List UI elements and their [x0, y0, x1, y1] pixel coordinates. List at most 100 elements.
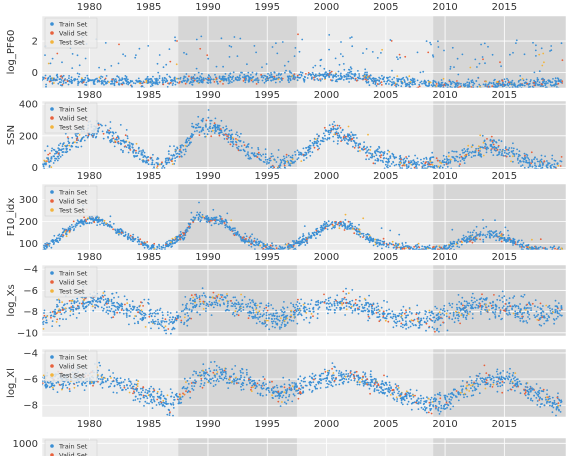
data-point	[62, 234, 64, 237]
data-point	[449, 312, 452, 315]
data-point	[250, 239, 253, 242]
data-point	[216, 124, 219, 127]
data-point	[531, 246, 534, 249]
data-point	[417, 248, 420, 250]
data-point	[117, 137, 120, 140]
data-point	[129, 311, 132, 313]
data-point	[303, 155, 305, 157]
data-point	[59, 155, 62, 158]
data-point	[500, 235, 503, 238]
data-point	[519, 154, 521, 157]
data-point	[245, 238, 247, 240]
data-point	[416, 243, 419, 246]
data-point	[274, 159, 276, 161]
data-point	[350, 140, 353, 143]
data-point	[171, 157, 174, 160]
data-point	[251, 233, 254, 236]
data-point	[57, 234, 60, 237]
data-point	[124, 55, 127, 57]
data-point	[500, 236, 502, 239]
data-point	[519, 79, 522, 81]
data-point	[317, 308, 320, 310]
data-point	[331, 223, 334, 226]
data-point	[531, 238, 533, 241]
data-point	[124, 231, 127, 234]
data-point	[113, 84, 116, 87]
data-point	[378, 76, 380, 79]
data-point	[235, 232, 238, 234]
data-point	[320, 231, 322, 233]
data-point	[532, 41, 534, 44]
data-point	[372, 82, 375, 85]
data-point	[294, 151, 296, 153]
data-point	[158, 54, 161, 56]
data-point	[506, 240, 509, 243]
data-point	[255, 51, 257, 54]
data-point	[117, 141, 119, 144]
data-point	[281, 248, 284, 250]
data-point	[133, 149, 136, 152]
data-point	[134, 155, 137, 157]
data-point	[451, 228, 454, 231]
data-point	[457, 239, 460, 241]
data-point	[296, 149, 299, 152]
data-point	[230, 129, 233, 132]
data-point	[75, 224, 78, 227]
data-point	[357, 143, 360, 146]
data-point	[332, 135, 334, 138]
data-point	[463, 85, 466, 88]
data-point	[409, 82, 412, 85]
data-point	[555, 251, 557, 253]
data-point	[169, 145, 171, 148]
data-point	[397, 78, 400, 81]
data-point	[420, 172, 422, 174]
data-point	[58, 237, 60, 240]
data-point	[499, 234, 502, 237]
data-point	[328, 124, 331, 126]
data-point	[214, 216, 217, 219]
data-point	[455, 85, 457, 88]
data-point	[171, 242, 174, 244]
data-point	[47, 159, 50, 161]
data-point	[554, 247, 556, 250]
data-point	[474, 151, 477, 154]
data-point	[544, 86, 547, 88]
data-point	[378, 83, 380, 85]
data-point	[311, 232, 314, 234]
data-point	[413, 160, 416, 163]
data-point	[354, 225, 356, 228]
data-point	[424, 162, 427, 165]
data-point	[521, 164, 524, 167]
data-point	[216, 296, 219, 299]
data-point	[332, 74, 335, 77]
data-point	[380, 84, 383, 86]
data-point	[117, 233, 120, 236]
data-point	[250, 240, 253, 243]
data-point	[163, 167, 166, 169]
data-point	[215, 222, 217, 225]
data-point	[461, 237, 464, 240]
data-point	[500, 233, 503, 235]
data-point	[496, 235, 498, 238]
data-point	[110, 139, 112, 141]
data-point	[296, 74, 299, 77]
data-point	[454, 159, 456, 162]
x-tick-label: 1995	[255, 171, 280, 182]
data-point	[234, 229, 236, 232]
data-point	[198, 77, 201, 80]
data-point	[514, 243, 517, 246]
data-point	[511, 83, 513, 86]
data-point	[425, 170, 427, 172]
data-point	[481, 234, 484, 237]
data-point	[201, 72, 203, 75]
data-point	[435, 165, 438, 167]
data-point	[92, 81, 95, 84]
data-point	[156, 157, 159, 159]
data-point	[304, 244, 307, 246]
data-point	[181, 237, 184, 240]
data-point	[162, 244, 165, 247]
data-point	[122, 235, 125, 237]
data-point	[96, 224, 98, 227]
data-point	[423, 164, 425, 166]
x-tick-label: 2015	[492, 171, 517, 182]
